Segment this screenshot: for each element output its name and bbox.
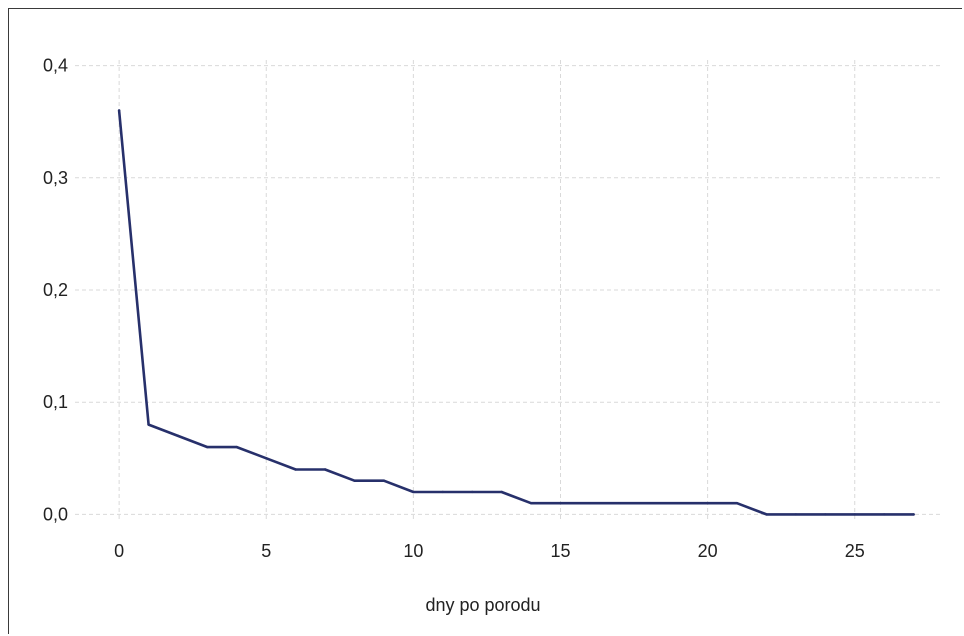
data-point	[471, 490, 474, 494]
y-tick-label: 0,1	[43, 392, 68, 412]
data-point	[853, 513, 856, 516]
chart-frame	[8, 8, 962, 634]
data-point	[382, 479, 386, 482]
x-tick-label: 10	[403, 541, 423, 561]
x-tick-label: 25	[845, 541, 865, 561]
data-point	[500, 490, 503, 494]
data-point	[147, 423, 150, 426]
data-point	[882, 513, 886, 516]
series-group	[117, 109, 915, 516]
data-point	[412, 490, 415, 494]
x-tick-label: 15	[550, 541, 570, 561]
data-point	[206, 445, 209, 449]
data-point	[176, 434, 180, 438]
data-point	[294, 468, 297, 471]
data-point	[824, 513, 827, 516]
data-point	[706, 501, 709, 505]
y-tick-label: 0,4	[43, 56, 68, 76]
data-point	[265, 457, 268, 460]
data-point	[353, 479, 356, 482]
data-point	[735, 501, 739, 505]
data-point	[794, 513, 798, 516]
data-point	[235, 445, 239, 449]
gridlines	[75, 60, 943, 520]
data-point	[912, 513, 915, 516]
x-axis-label: dny po porodu	[425, 595, 540, 615]
data-point	[529, 501, 533, 505]
y-tick-label: 0,0	[43, 504, 68, 524]
x-tick-label: 5	[261, 541, 271, 561]
data-point	[117, 109, 121, 112]
data-point	[323, 468, 327, 471]
data-point	[559, 501, 562, 505]
data-point	[441, 490, 444, 494]
x-tick-label: 0	[114, 541, 124, 561]
data-point	[588, 501, 592, 505]
data-point	[618, 501, 621, 505]
data-point	[647, 501, 650, 505]
x-tick-label: 20	[698, 541, 718, 561]
y-tick-label: 0,2	[43, 280, 68, 300]
tick-labels: 0,0 0,1 0,2 0,3 0,4 0 5 10 15 20 25	[43, 56, 865, 561]
y-tick-label: 0,3	[43, 168, 68, 188]
data-point	[676, 501, 680, 505]
data-point	[765, 513, 768, 516]
series-line	[117, 109, 915, 516]
